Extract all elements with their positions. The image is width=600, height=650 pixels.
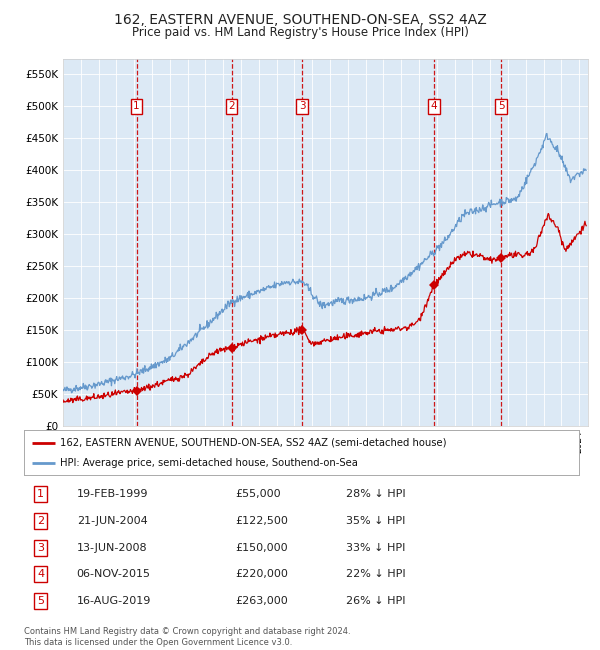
Text: 22% ↓ HPI: 22% ↓ HPI: [346, 569, 406, 579]
Text: 4: 4: [431, 101, 437, 111]
Text: 13-JUN-2008: 13-JUN-2008: [77, 543, 148, 552]
Text: 06-NOV-2015: 06-NOV-2015: [77, 569, 151, 579]
Text: 16-AUG-2019: 16-AUG-2019: [77, 596, 151, 606]
Text: 2: 2: [37, 516, 44, 526]
Text: 5: 5: [498, 101, 505, 111]
Text: 162, EASTERN AVENUE, SOUTHEND-ON-SEA, SS2 4AZ: 162, EASTERN AVENUE, SOUTHEND-ON-SEA, SS…: [113, 13, 487, 27]
Text: 3: 3: [299, 101, 305, 111]
Text: Contains HM Land Registry data © Crown copyright and database right 2024.
This d: Contains HM Land Registry data © Crown c…: [24, 627, 350, 647]
Text: 28% ↓ HPI: 28% ↓ HPI: [346, 489, 406, 499]
Text: £220,000: £220,000: [235, 569, 288, 579]
Text: Price paid vs. HM Land Registry's House Price Index (HPI): Price paid vs. HM Land Registry's House …: [131, 26, 469, 39]
Text: £150,000: £150,000: [235, 543, 287, 552]
Text: 2: 2: [228, 101, 235, 111]
Text: 21-JUN-2004: 21-JUN-2004: [77, 516, 148, 526]
Text: 162, EASTERN AVENUE, SOUTHEND-ON-SEA, SS2 4AZ (semi-detached house): 162, EASTERN AVENUE, SOUTHEND-ON-SEA, SS…: [60, 437, 446, 448]
Text: 1: 1: [37, 489, 44, 499]
Text: £55,000: £55,000: [235, 489, 281, 499]
Text: £122,500: £122,500: [235, 516, 288, 526]
Text: 26% ↓ HPI: 26% ↓ HPI: [346, 596, 406, 606]
Text: 33% ↓ HPI: 33% ↓ HPI: [346, 543, 405, 552]
Text: 1: 1: [133, 101, 140, 111]
Text: 19-FEB-1999: 19-FEB-1999: [77, 489, 148, 499]
Text: 35% ↓ HPI: 35% ↓ HPI: [346, 516, 405, 526]
Text: 5: 5: [37, 596, 44, 606]
Text: 3: 3: [37, 543, 44, 552]
Text: 4: 4: [37, 569, 44, 579]
Text: HPI: Average price, semi-detached house, Southend-on-Sea: HPI: Average price, semi-detached house,…: [60, 458, 358, 469]
Text: £263,000: £263,000: [235, 596, 287, 606]
